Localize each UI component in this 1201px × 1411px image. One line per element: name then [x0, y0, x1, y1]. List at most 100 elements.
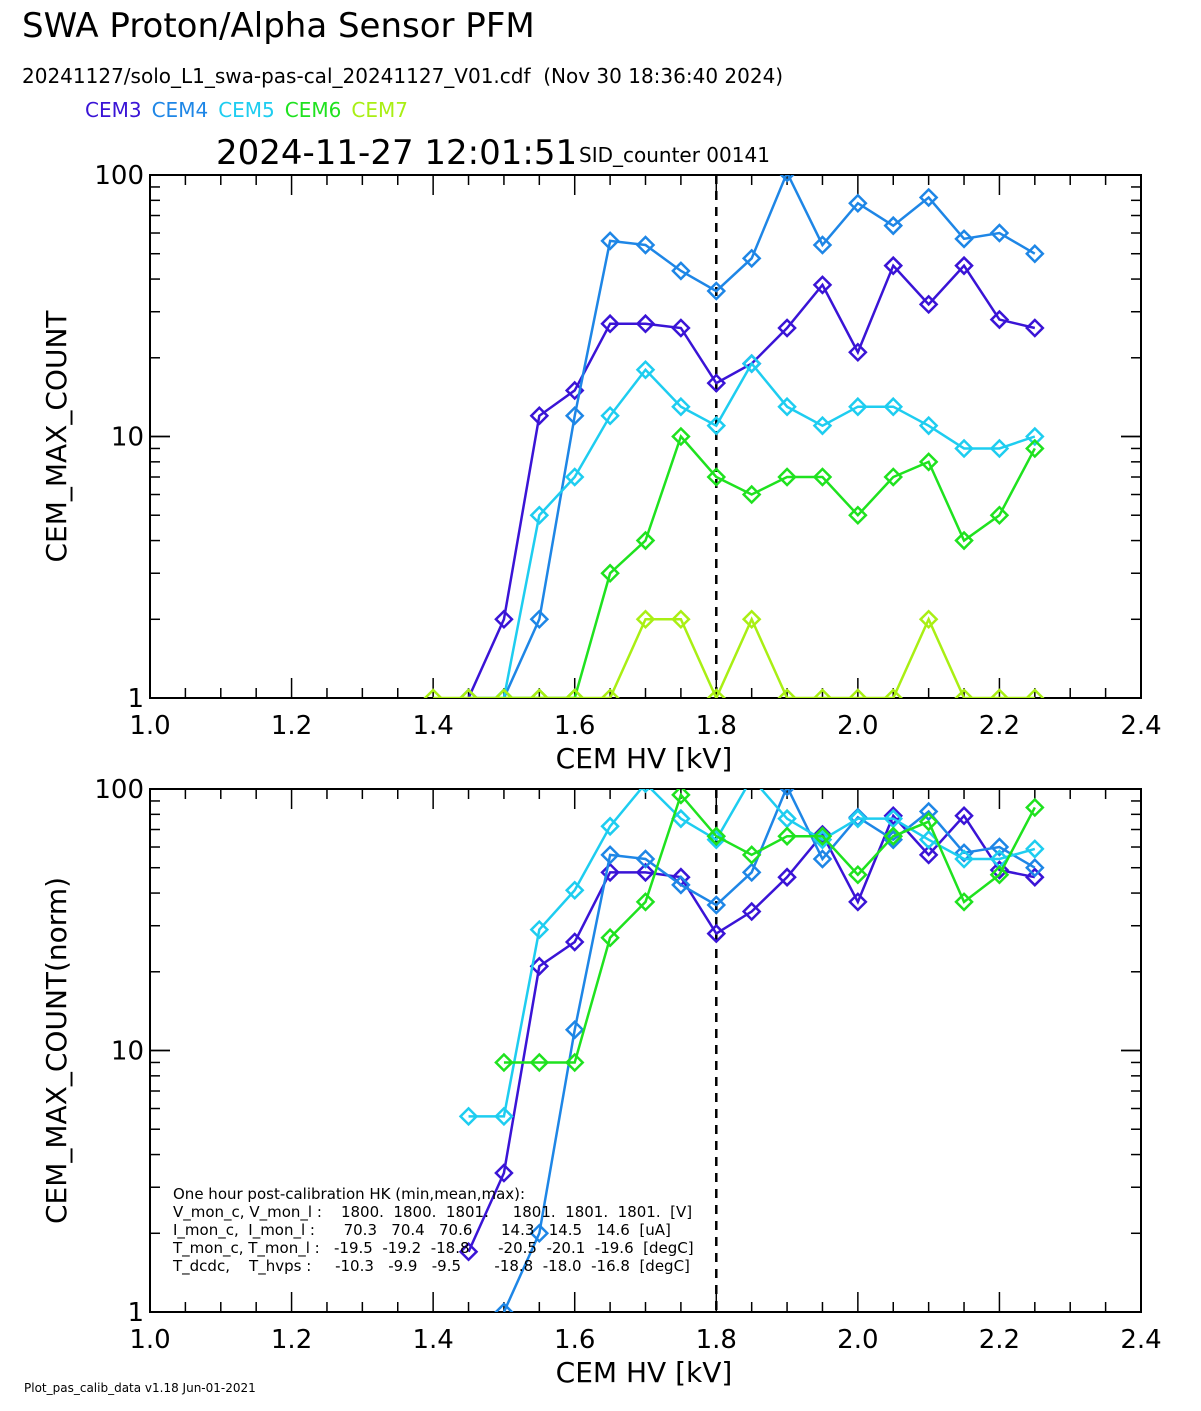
data-point-cem6 — [600, 927, 620, 948]
data-point-cem4 — [529, 609, 550, 630]
data-point-cem6 — [635, 530, 656, 551]
data-point-cem4 — [812, 849, 833, 869]
data-point-cem3 — [848, 342, 868, 363]
data-point-cem3 — [635, 862, 656, 883]
data-point-cem6 — [989, 864, 1010, 885]
series-line-cem6 — [503, 434, 1036, 698]
data-point-cem7 — [458, 688, 479, 698]
data-point-cem5 — [918, 829, 939, 850]
data-point-cem5 — [671, 396, 691, 417]
data-point-cem6 — [706, 467, 727, 487]
x-tick-label: 1.2 — [271, 711, 312, 741]
data-point-cem5 — [1025, 426, 1045, 447]
data-point-cem5 — [564, 467, 585, 487]
series-line-cem5 — [468, 789, 1036, 1118]
data-point-cem5 — [600, 816, 620, 837]
data-point-cem4 — [600, 845, 620, 865]
data-point-cem4 — [954, 843, 974, 863]
data-point-cem7 — [600, 688, 620, 698]
data-point-cem6 — [777, 467, 797, 487]
data-point-cem6 — [635, 892, 656, 912]
data-point-cem7 — [812, 688, 833, 698]
data-point-cem4 — [706, 895, 727, 915]
data-point-cem5 — [741, 353, 762, 374]
x-tick-label: 1.6 — [554, 711, 595, 741]
data-point-cem7 — [1025, 688, 1045, 698]
data-point-cem3 — [954, 806, 974, 826]
data-point-cem6 — [918, 811, 939, 832]
data-point-cem5 — [494, 1106, 514, 1127]
data-point-cem6 — [529, 1052, 550, 1073]
data-point-cem3 — [635, 313, 656, 334]
data-point-cem5 — [458, 1106, 479, 1127]
data-point-cem6 — [564, 1052, 585, 1073]
y-tick-label: 1 — [127, 1298, 144, 1328]
data-point-cem4 — [989, 223, 1010, 243]
x-tick-label: 2.2 — [979, 711, 1020, 741]
data-point-cem7 — [954, 688, 974, 698]
data-point-cem6 — [671, 789, 691, 805]
data-point-cem3 — [458, 1241, 479, 1262]
data-point-cem3 — [918, 845, 939, 865]
y-axis-label: CEM_MAX_COUNT — [40, 310, 73, 563]
data-point-cem3 — [848, 892, 868, 912]
data-point-cem4 — [600, 231, 620, 251]
data-point-cem3 — [883, 255, 904, 276]
x-tick-label: 1.0 — [129, 711, 170, 741]
data-point-cem3 — [812, 275, 833, 295]
data-point-cem5 — [671, 808, 691, 829]
data-point-cem4 — [848, 193, 868, 213]
data-point-cem6 — [494, 1052, 514, 1073]
data-point-cem3 — [741, 901, 762, 922]
data-point-cem4 — [883, 215, 904, 236]
series-line-cem3 — [467, 813, 1036, 1253]
data-point-cem5 — [848, 396, 868, 417]
y-tick-label: 100 — [94, 161, 144, 191]
data-point-cem5 — [918, 415, 939, 436]
legend-entry-cem6: CEM6 — [284, 98, 342, 122]
x-tick-label: 1.8 — [696, 711, 737, 741]
data-point-cem7 — [848, 688, 868, 698]
data-point-cem7 — [741, 609, 762, 630]
data-point-cem5 — [706, 415, 727, 436]
data-point-cem5 — [812, 415, 833, 436]
data-point-cem4 — [635, 235, 656, 255]
data-point-cem6 — [600, 563, 620, 584]
data-point-cem3 — [600, 862, 620, 883]
data-point-cem5 — [883, 396, 904, 417]
data-point-cem6 — [741, 845, 762, 865]
data-point-cem3 — [1025, 318, 1045, 338]
data-point-cem4 — [741, 862, 762, 883]
data-point-cem4 — [779, 175, 795, 183]
data-point-cem3 — [989, 309, 1010, 330]
data-point-cem7 — [777, 688, 797, 698]
data-point-cem4 — [883, 829, 904, 850]
legend-entry-cem5: CEM5 — [218, 98, 275, 122]
data-point-cem3 — [777, 318, 797, 338]
data-point-cem6 — [706, 826, 727, 846]
chart-panel-1: 1.0 1.2 1.4 1.6 1.8 2.0 2.2 2.4 1 10 100 CEM HV [kV… — [40, 161, 1162, 775]
data-point-cem5 — [989, 438, 1010, 459]
data-point-cem4 — [671, 261, 691, 281]
data-point-cem4 — [1025, 857, 1045, 878]
data-point-cem7 — [494, 688, 514, 698]
data-point-cem3 — [706, 923, 727, 944]
data-point-cem3 — [777, 867, 797, 887]
data-point-cem5 — [635, 359, 656, 380]
data-point-cem6 — [671, 426, 691, 447]
data-point-cem6 — [1025, 438, 1045, 459]
hk-line: T_mon_c, T_mon_l : -19.5 -19.2 -18.8 -20… — [173, 1239, 694, 1257]
x-tick-label: 2.0 — [837, 1325, 878, 1355]
data-point-cem7 — [635, 609, 656, 630]
data-point-cem4 — [954, 229, 974, 249]
hk-annotation: One hour post-calibration HK (min,mean,m… — [173, 1185, 694, 1275]
data-point-cem4 — [1025, 243, 1045, 264]
data-point-cem6 — [848, 505, 868, 525]
hk-line: V_mon_c, V_mon_l : 1800. 1800. 1801. 180… — [173, 1203, 693, 1221]
x-tick-label: 1.4 — [412, 711, 453, 741]
data-point-cem6 — [883, 826, 904, 846]
data-point-cem6 — [989, 505, 1010, 525]
data-point-cem6 — [1025, 797, 1045, 818]
data-point-cem3 — [600, 313, 620, 334]
data-point-cem3 — [671, 318, 691, 338]
